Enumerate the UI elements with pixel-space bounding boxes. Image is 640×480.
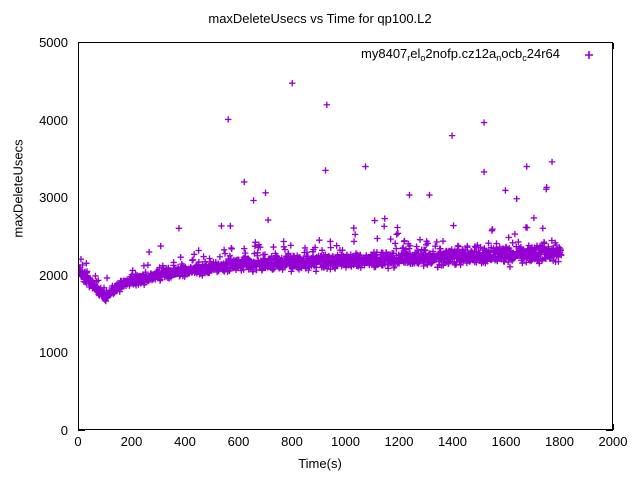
y-axis-tick-mark <box>78 430 85 431</box>
legend: my8407relo2nofp.cz12anocbc24r64 <box>361 46 610 63</box>
y-axis-tick-label: 1000 <box>39 345 68 361</box>
y-axis-label: maxDeleteUsecs <box>10 139 26 238</box>
x-axis-tick-label: 800 <box>281 434 303 449</box>
y-axis-tick-mark <box>606 430 613 431</box>
plot-area <box>78 42 613 430</box>
y-axis-tick-label: 5000 <box>39 35 68 50</box>
scatter-layer <box>79 43 612 429</box>
x-axis-tick-label: 1200 <box>384 434 414 449</box>
x-axis-label: Time(s) <box>298 456 342 471</box>
x-axis-tick-label: 1800 <box>545 434 574 449</box>
x-axis-tick-mark <box>613 424 614 430</box>
y-axis-tick-label: 2000 <box>39 267 68 283</box>
legend-key-plus-icon <box>568 47 610 63</box>
x-axis-tick-label: 400 <box>174 434 196 449</box>
x-axis-tick-label: 1000 <box>331 434 360 449</box>
scatter-points <box>79 79 565 305</box>
x-axis-tick-mark <box>613 43 614 49</box>
x-axis-tick-label: 0 <box>74 434 82 449</box>
y-axis-tick-label: 3000 <box>39 190 68 206</box>
y-axis-tick-label: 4000 <box>39 112 68 128</box>
chart-title: maxDeleteUsecs vs Time for qp100.L2 <box>208 11 432 26</box>
x-axis-tick-label: 1600 <box>491 434 521 449</box>
x-axis-tick-label: 200 <box>120 434 143 449</box>
x-axis-tick-label: 1400 <box>438 434 467 449</box>
x-axis-tick-label: 2000 <box>598 434 628 449</box>
legend-series-label: my8407relo2nofp.cz12anocbc24r64 <box>361 46 560 63</box>
y-axis-tick-label: 0 <box>60 423 68 438</box>
x-axis-tick-label: 600 <box>227 434 250 449</box>
